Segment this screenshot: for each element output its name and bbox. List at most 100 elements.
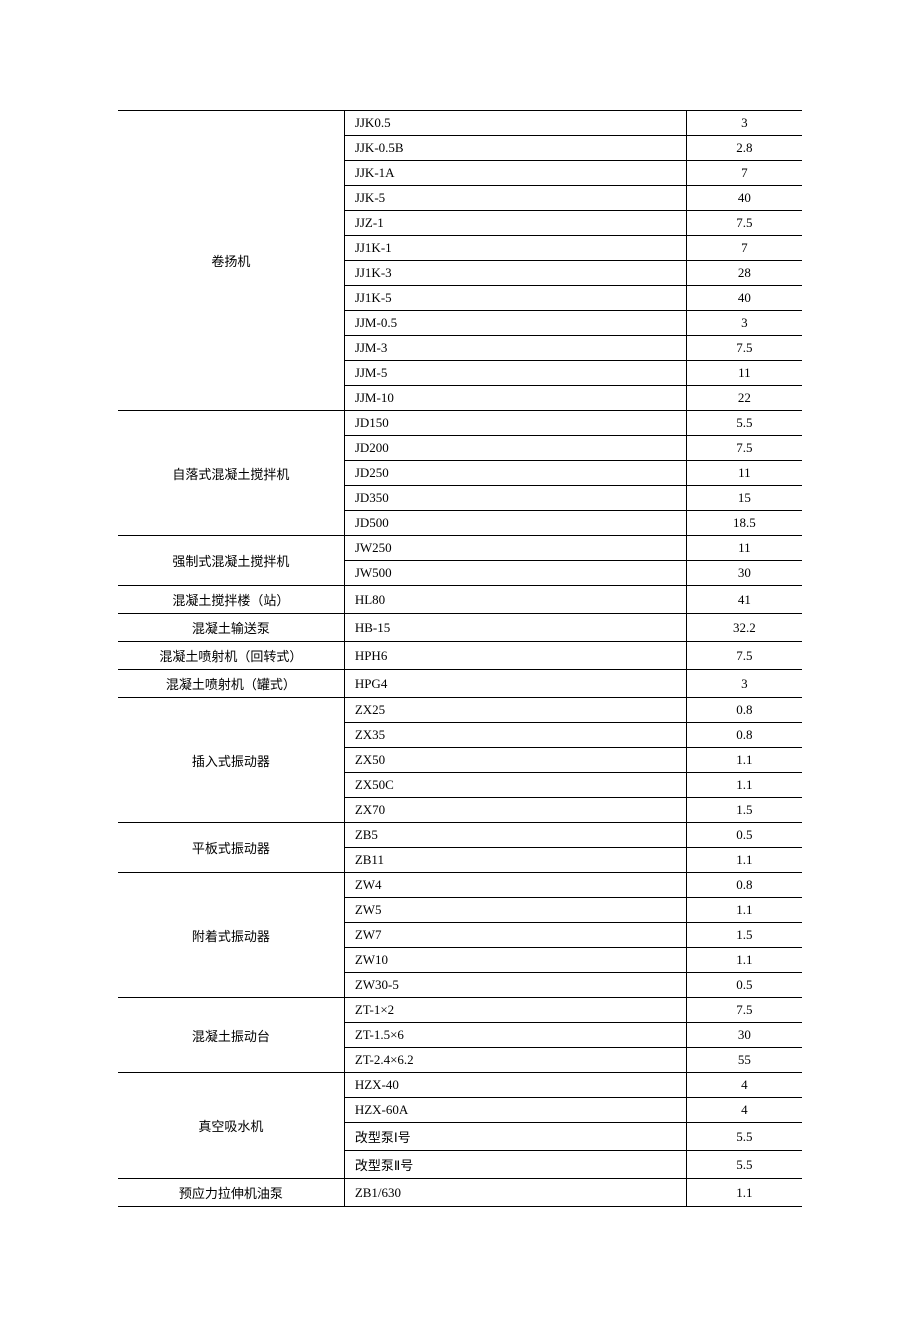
value-cell: 1.1 <box>686 848 802 873</box>
model-cell: ZW30-5 <box>344 973 686 998</box>
value-cell: 7.5 <box>686 211 802 236</box>
model-cell: JD250 <box>344 461 686 486</box>
table-row: 强制式混凝土搅拌机JW25011 <box>118 536 802 561</box>
value-cell: 32.2 <box>686 614 802 642</box>
value-cell: 40 <box>686 186 802 211</box>
value-cell: 3 <box>686 111 802 136</box>
model-cell: ZX35 <box>344 723 686 748</box>
category-cell: 真空吸水机 <box>118 1073 344 1179</box>
value-cell: 7.5 <box>686 642 802 670</box>
model-cell: JD150 <box>344 411 686 436</box>
category-cell: 平板式振动器 <box>118 823 344 873</box>
value-cell: 2.8 <box>686 136 802 161</box>
model-cell: JD200 <box>344 436 686 461</box>
model-cell: ZT-1×2 <box>344 998 686 1023</box>
value-cell: 11 <box>686 536 802 561</box>
category-cell: 插入式振动器 <box>118 698 344 823</box>
table-row: 卷扬机JJK0.53 <box>118 111 802 136</box>
value-cell: 11 <box>686 361 802 386</box>
value-cell: 18.5 <box>686 511 802 536</box>
model-cell: HB-15 <box>344 614 686 642</box>
category-cell: 混凝土振动台 <box>118 998 344 1073</box>
model-cell: JW500 <box>344 561 686 586</box>
model-cell: HZX-60A <box>344 1098 686 1123</box>
table-row: 平板式振动器ZB50.5 <box>118 823 802 848</box>
table-row: 混凝土输送泵HB-1532.2 <box>118 614 802 642</box>
category-cell: 强制式混凝土搅拌机 <box>118 536 344 586</box>
value-cell: 5.5 <box>686 411 802 436</box>
value-cell: 7 <box>686 236 802 261</box>
model-cell: ZW4 <box>344 873 686 898</box>
value-cell: 7.5 <box>686 336 802 361</box>
value-cell: 1.1 <box>686 748 802 773</box>
model-cell: JJK-1A <box>344 161 686 186</box>
model-cell: ZX50 <box>344 748 686 773</box>
model-cell: ZW7 <box>344 923 686 948</box>
value-cell: 7.5 <box>686 436 802 461</box>
table-row: 混凝土振动台ZT-1×27.5 <box>118 998 802 1023</box>
table-row: 混凝土搅拌楼（站）HL8041 <box>118 586 802 614</box>
value-cell: 0.8 <box>686 723 802 748</box>
model-cell: JJK-5 <box>344 186 686 211</box>
model-cell: JD350 <box>344 486 686 511</box>
value-cell: 4 <box>686 1098 802 1123</box>
category-cell: 混凝土输送泵 <box>118 614 344 642</box>
model-cell: JJ1K-5 <box>344 286 686 311</box>
model-cell: JJ1K-3 <box>344 261 686 286</box>
model-cell: JJM-3 <box>344 336 686 361</box>
model-cell: ZB1/630 <box>344 1179 686 1207</box>
model-cell: ZT-2.4×6.2 <box>344 1048 686 1073</box>
model-cell: JJK-0.5B <box>344 136 686 161</box>
model-cell: JJZ-1 <box>344 211 686 236</box>
equipment-table: 卷扬机JJK0.53JJK-0.5B2.8JJK-1A7JJK-540JJZ-1… <box>118 110 802 1207</box>
model-cell: JD500 <box>344 511 686 536</box>
table-row: 自落式混凝土搅拌机JD1505.5 <box>118 411 802 436</box>
model-cell: HPG4 <box>344 670 686 698</box>
value-cell: 1.5 <box>686 798 802 823</box>
model-cell: HPH6 <box>344 642 686 670</box>
value-cell: 3 <box>686 670 802 698</box>
model-cell: HZX-40 <box>344 1073 686 1098</box>
model-cell: ZT-1.5×6 <box>344 1023 686 1048</box>
value-cell: 5.5 <box>686 1123 802 1151</box>
value-cell: 1.1 <box>686 948 802 973</box>
value-cell: 40 <box>686 286 802 311</box>
model-cell: JJ1K-1 <box>344 236 686 261</box>
value-cell: 3 <box>686 311 802 336</box>
table-row: 预应力拉伸机油泵ZB1/6301.1 <box>118 1179 802 1207</box>
model-cell: 改型泵Ⅱ号 <box>344 1151 686 1179</box>
value-cell: 1.5 <box>686 923 802 948</box>
value-cell: 0.5 <box>686 973 802 998</box>
value-cell: 4 <box>686 1073 802 1098</box>
value-cell: 22 <box>686 386 802 411</box>
model-cell: JJM-5 <box>344 361 686 386</box>
category-cell: 混凝土喷射机（回转式） <box>118 642 344 670</box>
category-cell: 混凝土搅拌楼（站） <box>118 586 344 614</box>
table-row: 真空吸水机HZX-404 <box>118 1073 802 1098</box>
model-cell: 改型泵Ⅰ号 <box>344 1123 686 1151</box>
table-row: 附着式振动器ZW40.8 <box>118 873 802 898</box>
value-cell: 0.5 <box>686 823 802 848</box>
value-cell: 5.5 <box>686 1151 802 1179</box>
model-cell: ZW10 <box>344 948 686 973</box>
value-cell: 0.8 <box>686 873 802 898</box>
value-cell: 30 <box>686 561 802 586</box>
table-row: 混凝土喷射机（回转式）HPH67.5 <box>118 642 802 670</box>
model-cell: JJK0.5 <box>344 111 686 136</box>
value-cell: 30 <box>686 1023 802 1048</box>
category-cell: 附着式振动器 <box>118 873 344 998</box>
value-cell: 1.1 <box>686 1179 802 1207</box>
value-cell: 7.5 <box>686 998 802 1023</box>
category-cell: 自落式混凝土搅拌机 <box>118 411 344 536</box>
value-cell: 1.1 <box>686 773 802 798</box>
model-cell: ZX70 <box>344 798 686 823</box>
category-cell: 混凝土喷射机（罐式） <box>118 670 344 698</box>
model-cell: JW250 <box>344 536 686 561</box>
category-cell: 卷扬机 <box>118 111 344 411</box>
model-cell: HL80 <box>344 586 686 614</box>
model-cell: JJM-10 <box>344 386 686 411</box>
value-cell: 15 <box>686 486 802 511</box>
model-cell: ZB11 <box>344 848 686 873</box>
model-cell: JJM-0.5 <box>344 311 686 336</box>
model-cell: ZX25 <box>344 698 686 723</box>
